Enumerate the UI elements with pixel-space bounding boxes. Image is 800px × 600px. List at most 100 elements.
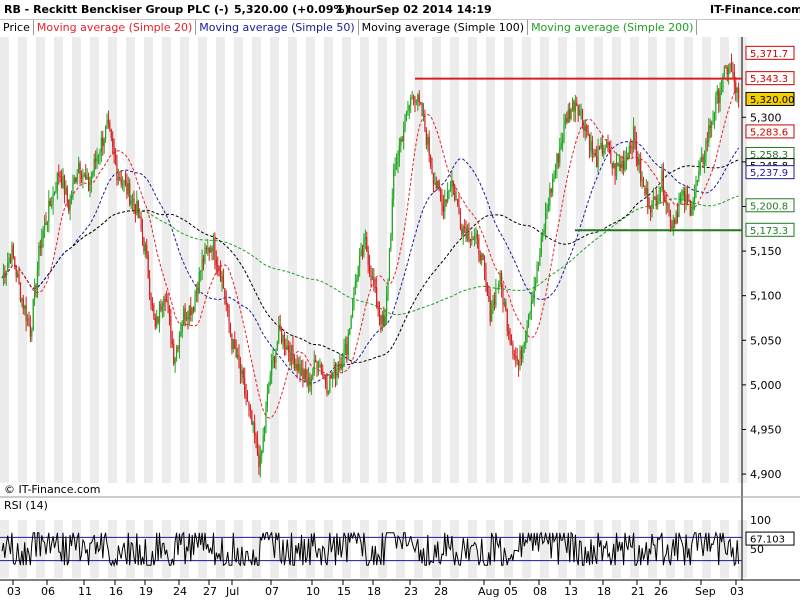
legend-sma200[interactable]: Moving average (Simple 200): [528, 20, 698, 35]
sma100-line: [1, 159, 739, 363]
candle-body: [349, 328, 351, 335]
candle-body: [130, 200, 132, 205]
candle-body: [271, 360, 273, 376]
candle-body: [671, 226, 673, 229]
candle-body: [151, 304, 154, 306]
candle-body: [635, 141, 637, 158]
candle-body: [476, 234, 479, 239]
x-tick-label: Jul: [225, 585, 239, 598]
interval-label[interactable]: 1 hour: [336, 3, 377, 16]
candle-body: [424, 113, 426, 130]
candle-body: [153, 305, 155, 318]
candle-body: [515, 356, 517, 358]
candle-body: [439, 189, 442, 199]
candle-body: [347, 334, 349, 355]
candle-body: [143, 237, 145, 252]
candle-body: [280, 329, 283, 343]
candle-body: [552, 179, 554, 193]
candle-body: [339, 363, 341, 370]
candle-body: [425, 129, 427, 145]
candle-body: [637, 157, 639, 166]
candle-body: [300, 367, 303, 376]
candle-body: [388, 248, 391, 279]
candle-body: [733, 72, 735, 83]
candle-body: [63, 175, 66, 195]
candle-body: [449, 187, 452, 191]
candle-body: [139, 216, 141, 219]
candle-body: [278, 324, 280, 342]
candle-body: [187, 317, 189, 320]
candle-body: [158, 303, 161, 323]
candle-body: [594, 153, 596, 157]
candle-body: [571, 100, 574, 110]
candle-body: [343, 349, 345, 364]
candle-body: [649, 207, 652, 213]
candle-body: [346, 344, 348, 355]
bg-stripe: [522, 37, 531, 483]
legend-sma50[interactable]: Moving average (Simple 50): [196, 20, 359, 35]
rsi-value-box: [745, 531, 795, 546]
candle-body: [324, 376, 327, 384]
candle-body: [289, 352, 291, 361]
candle-body: [550, 189, 552, 193]
candle-body: [398, 145, 400, 157]
candle-body: [631, 147, 633, 149]
candle-body: [412, 97, 415, 100]
candle-body: [577, 106, 579, 116]
candle-body: [154, 317, 156, 328]
candle-body: [46, 221, 49, 226]
candle-body: [353, 287, 355, 309]
candle-body: [313, 360, 315, 374]
candle-body: [527, 314, 530, 327]
candle-body: [533, 286, 535, 300]
candle-body: [279, 324, 281, 330]
candle-body: [24, 305, 26, 309]
candle-body: [465, 228, 467, 239]
candle-body: [526, 326, 528, 335]
bg-stripe: [396, 37, 405, 483]
candle-body: [640, 159, 642, 182]
x-tick-label: 23: [404, 585, 418, 598]
candle-body: [378, 309, 381, 316]
candle-body: [188, 305, 190, 320]
candle-body: [124, 180, 127, 183]
candle-body: [611, 163, 613, 168]
candle-body: [547, 206, 550, 209]
price-tag-label: 5,283.6: [750, 127, 788, 138]
legend-price[interactable]: Price: [0, 20, 34, 35]
candle-body: [307, 377, 310, 386]
candle-body: [22, 298, 24, 309]
x-tick-label: Sep: [695, 585, 716, 598]
candle-body: [359, 256, 361, 267]
candle-body: [672, 220, 674, 229]
candle-body: [431, 165, 433, 174]
bg-stripe: [630, 37, 639, 483]
candle-body: [722, 74, 724, 89]
candle-body: [166, 300, 168, 302]
bg-stripe: [432, 37, 441, 483]
rsi-line: [1, 531, 740, 567]
price-tag-box: [745, 71, 795, 86]
candle-body: [350, 316, 352, 329]
candle-body: [701, 156, 703, 162]
candle-body: [516, 356, 518, 362]
candle-body: [202, 258, 205, 262]
bg-stripe: [72, 37, 81, 483]
legend-sma20[interactable]: Moving average (Simple 20): [34, 20, 197, 35]
candle-body: [29, 325, 31, 337]
candle-body: [107, 119, 110, 123]
candle-body: [518, 361, 520, 367]
candle-body: [149, 278, 151, 295]
candle-body: [141, 228, 144, 238]
candle-body: [730, 63, 733, 72]
candle-body: [479, 254, 481, 261]
candle-body: [290, 344, 293, 361]
bg-stripe: [252, 520, 261, 578]
candle-body: [652, 196, 655, 201]
candle-body: [474, 237, 476, 240]
candle-body: [491, 310, 493, 322]
legend-sma100[interactable]: Moving average (Simple 100): [359, 20, 529, 35]
candle-body: [103, 139, 105, 146]
y-tick-label: 4,900: [750, 468, 782, 481]
